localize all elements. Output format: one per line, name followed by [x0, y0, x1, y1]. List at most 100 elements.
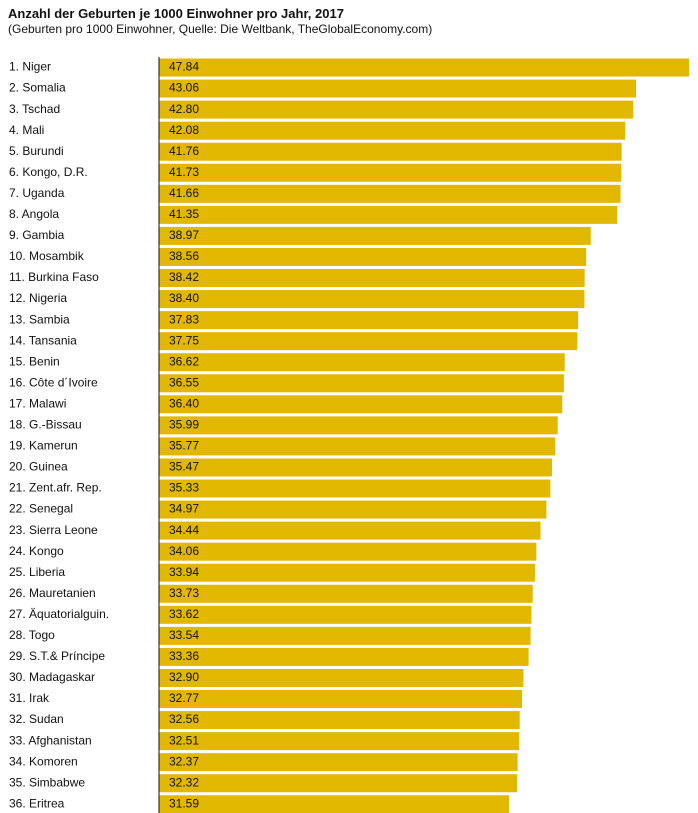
category-label: 34. Komoren: [9, 754, 78, 768]
value-label: 35.77: [169, 439, 199, 453]
category-label: 18. G.-Bissau: [9, 418, 82, 432]
bar: [159, 500, 547, 519]
category-label: 28. Togo: [9, 628, 55, 642]
bar: [159, 795, 509, 813]
category-label: 13. Sambia: [9, 312, 70, 326]
value-label: 36.40: [169, 396, 199, 410]
value-label: 37.75: [169, 333, 199, 347]
category-label: 15. Benin: [9, 354, 60, 368]
category-label: 35. Simbabwe: [9, 775, 85, 789]
category-label: 17. Malawi: [9, 396, 66, 410]
bar: [159, 205, 618, 224]
bar: [159, 247, 587, 266]
value-label: 38.97: [169, 228, 199, 242]
bar: [159, 753, 518, 772]
value-label: 42.80: [169, 102, 199, 116]
bar: [159, 226, 591, 245]
bar: [159, 416, 558, 435]
bar: [159, 732, 520, 751]
value-label: 31.59: [169, 796, 199, 810]
category-label: 12. Nigeria: [9, 291, 67, 305]
chart-title: Anzahl der Geburten je 1000 Einwohner pr…: [8, 6, 344, 21]
category-label: 20. Guinea: [9, 460, 68, 474]
bar: [159, 479, 551, 498]
category-label: 36. Eritrea: [9, 796, 65, 810]
value-label: 33.73: [169, 586, 199, 600]
bar: [159, 163, 622, 182]
category-label: 26. Mauretanien: [9, 586, 96, 600]
bar: [159, 374, 564, 393]
category-label: 22. Senegal: [9, 502, 73, 516]
bar: [159, 79, 637, 98]
value-label: 35.33: [169, 481, 199, 495]
bar: [159, 668, 524, 687]
category-label: 10. Mosambik: [9, 249, 85, 263]
bar: [159, 353, 565, 372]
bar: [159, 563, 536, 582]
category-label: 30. Madagaskar: [9, 670, 95, 684]
value-label: 35.99: [169, 418, 199, 432]
value-label: 47.84: [169, 60, 199, 74]
category-label: 24. Kongo: [9, 544, 64, 558]
value-label: 32.51: [169, 733, 199, 747]
category-label: 7. Uganda: [9, 186, 65, 200]
bar: [159, 647, 529, 666]
value-label: 34.97: [169, 502, 199, 516]
value-label: 32.56: [169, 712, 199, 726]
value-label: 41.76: [169, 144, 199, 158]
category-label: 4. Mali: [9, 123, 44, 137]
value-label: 38.40: [169, 291, 199, 305]
bar: [159, 290, 585, 309]
bar: [159, 774, 518, 793]
category-label: 29. S.T.& Príncipe: [9, 649, 105, 663]
value-label: 38.42: [169, 270, 199, 284]
bar: [159, 100, 634, 119]
bar: [159, 626, 531, 645]
value-label: 32.37: [169, 754, 199, 768]
category-label: 19. Kamerun: [9, 439, 78, 453]
value-label: 41.66: [169, 186, 199, 200]
value-label: 32.32: [169, 775, 199, 789]
value-label: 33.54: [169, 628, 199, 642]
bar: [159, 395, 563, 414]
category-label: 32. Sudan: [9, 712, 64, 726]
chart-subtitle: (Geburten pro 1000 Einwohner, Quelle: Di…: [8, 22, 433, 36]
bar: [159, 311, 579, 330]
bar: [159, 121, 626, 140]
category-label: 6. Kongo, D.R.: [9, 165, 88, 179]
category-label: 21. Zent.afr. Rep.: [9, 481, 102, 495]
category-label: 14. Tansania: [9, 333, 77, 347]
value-label: 38.56: [169, 249, 199, 263]
category-label: 11. Burkina Faso: [9, 270, 99, 284]
value-label: 36.55: [169, 375, 199, 389]
value-label: 33.62: [169, 607, 199, 621]
bar: [159, 605, 532, 624]
value-label: 36.62: [169, 354, 199, 368]
value-label: 35.47: [169, 460, 199, 474]
bar: [159, 332, 578, 351]
bar: [159, 711, 520, 730]
value-label: 34.06: [169, 544, 199, 558]
value-label: 32.77: [169, 691, 199, 705]
category-label: 16. Côte d´Ivoire: [9, 375, 98, 389]
value-label: 41.35: [169, 207, 199, 221]
bar: [159, 269, 585, 288]
category-label: 5. Burundi: [9, 144, 64, 158]
category-label: 23. Sierra Leone: [9, 523, 98, 537]
value-label: 42.08: [169, 123, 199, 137]
bar: [159, 690, 523, 709]
category-label: 8. Angola: [9, 207, 59, 221]
bar: [159, 458, 552, 477]
bar: [159, 437, 556, 456]
category-label: 31. Irak: [9, 691, 50, 705]
value-label: 34.44: [169, 523, 199, 537]
value-label: 33.94: [169, 565, 199, 579]
bar: [159, 521, 541, 540]
category-label: 1. Niger: [9, 60, 51, 74]
chart-header: Anzahl der Geburten je 1000 Einwohner pr…: [8, 6, 688, 37]
bar: [159, 58, 689, 77]
category-label: 2. Somalia: [9, 81, 66, 95]
bar: [159, 584, 533, 603]
category-label: 9. Gambia: [9, 228, 65, 242]
category-label: 33. Afghanistan: [9, 733, 92, 747]
